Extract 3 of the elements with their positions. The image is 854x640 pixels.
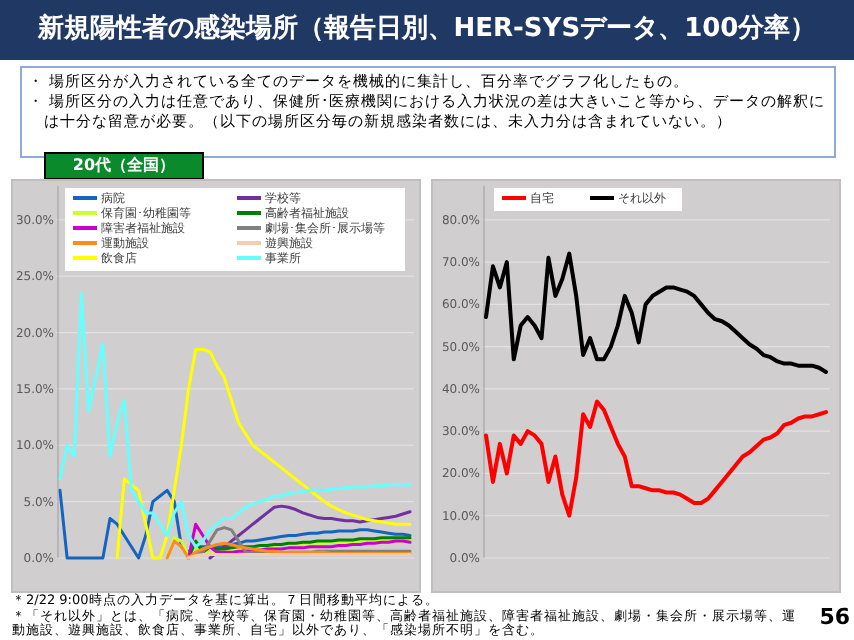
text: 20代（全国） bbox=[44, 152, 204, 180]
text: 56 bbox=[817, 604, 850, 630]
chart-title: 新規陽性者の感染場所（報告日別、HER-SYSデータ、100分率） bbox=[0, 0, 854, 60]
